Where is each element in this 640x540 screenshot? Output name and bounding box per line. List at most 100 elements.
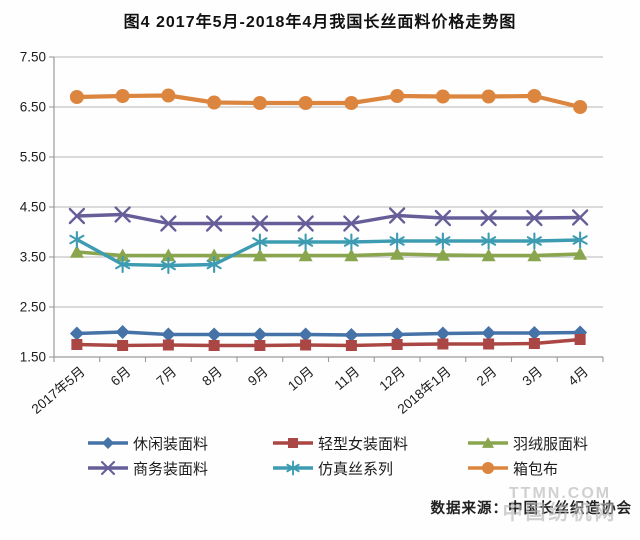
series-line: [75, 212, 582, 226]
series-point-marker: [115, 255, 131, 274]
series-point-marker: [297, 215, 314, 232]
series-line: [75, 330, 582, 337]
series-line: [75, 250, 582, 258]
series-point-marker: [527, 248, 542, 262]
x-axis-label: 3月: [520, 364, 546, 389]
series-point-marker: [117, 340, 129, 351]
circle-marker-icon: [468, 462, 508, 474]
x-axis-label: 7月: [154, 364, 180, 389]
y-axis-label: 1.50: [20, 350, 46, 365]
series-point-marker: [345, 340, 357, 351]
series-point-marker: [526, 232, 542, 250]
y-axis-label: 2.50: [20, 300, 46, 315]
series-point-marker: [252, 327, 267, 342]
legend-label: 羽绒服面料: [513, 435, 589, 453]
series-point-marker: [527, 89, 542, 103]
series-point-marker: [483, 338, 495, 350]
legend-label: 轻型女装面料: [318, 435, 409, 453]
x-axis-label: 10月: [285, 364, 316, 394]
series-point-marker: [481, 232, 497, 250]
series-point-marker: [161, 88, 176, 103]
x-axis-label: 2月: [474, 364, 500, 389]
series-point-marker: [298, 233, 314, 251]
series-point-marker: [252, 248, 267, 262]
series-point-marker: [343, 233, 359, 251]
series-point-marker: [481, 248, 496, 262]
series-point-marker: [437, 338, 449, 350]
x-axis-label: 12月: [377, 364, 408, 394]
series-point-marker: [391, 339, 403, 350]
series-point-marker: [527, 326, 542, 340]
series-point-marker: [69, 90, 84, 104]
legend-item: 箱包布: [468, 458, 558, 478]
series-point-marker: [69, 230, 85, 249]
series-point-marker: [344, 248, 359, 262]
diamond-marker-icon: [88, 437, 128, 449]
x-axis-label: 9月: [245, 364, 271, 389]
triangle-marker-icon: [468, 437, 508, 448]
series-point-marker: [252, 96, 267, 110]
series-point-marker: [435, 248, 450, 261]
series-point-marker: [390, 327, 405, 342]
legend-marker: [482, 462, 494, 474]
legend-label: 商务装面料: [133, 460, 209, 478]
series-point-marker: [206, 255, 222, 274]
series-point-marker: [114, 206, 131, 223]
series-point-marker: [68, 207, 86, 225]
legend-label: 休闲装面料: [133, 435, 209, 453]
x-axis-label: 6月: [108, 364, 134, 389]
x-axis-label: 8月: [199, 364, 225, 389]
series-point-marker: [115, 325, 130, 339]
legend-item: 羽绒服面料: [468, 433, 588, 453]
series-point-marker: [389, 232, 405, 250]
series-point-marker: [251, 215, 269, 232]
series-point-marker: [481, 89, 496, 104]
y-axis-label: 5.50: [20, 150, 46, 165]
x-axis-label: 11月: [332, 364, 363, 393]
y-axis-label: 6.50: [20, 100, 46, 115]
series-point-marker: [480, 209, 497, 227]
series-point-marker: [390, 89, 405, 103]
series-point-marker: [344, 328, 359, 342]
series-point-marker: [160, 256, 176, 275]
series-point-marker: [69, 245, 84, 258]
series-point-marker: [481, 326, 496, 340]
series-point-marker: [388, 207, 406, 224]
y-axis-label: 4.50: [20, 200, 46, 215]
legend-label: 箱包布: [513, 460, 559, 478]
series-point-marker: [300, 339, 312, 351]
data-source-label: 数据来源：中国长丝织造协会: [430, 501, 632, 517]
series-point-marker: [254, 340, 266, 351]
series-point-marker: [161, 248, 176, 262]
series-point-marker: [298, 248, 313, 262]
series-point-marker: [161, 327, 176, 342]
series-point-marker: [115, 248, 130, 262]
legend-marker: [288, 438, 298, 448]
series-point-marker: [526, 209, 543, 227]
square-marker-icon: [273, 438, 313, 448]
series-line: [75, 337, 582, 348]
legend-marker: [482, 437, 494, 448]
legend-item: 轻型女装面料: [273, 433, 408, 453]
series-point-marker: [434, 209, 452, 227]
chart-title: 图4 2017年5月-2018年4月我国长丝面料价格走势图: [123, 14, 517, 31]
series-point-marker: [343, 215, 360, 232]
series-point-marker: [390, 247, 405, 260]
legend-item: 休闲装面料: [88, 433, 208, 453]
series-point-marker: [528, 338, 540, 349]
x-axis-label: 2017年5月: [29, 364, 88, 417]
x-marker-icon: [88, 460, 128, 476]
series-point-marker: [298, 327, 313, 342]
series-point-marker: [435, 232, 451, 250]
series-point-marker: [298, 96, 313, 110]
series-point-marker: [115, 89, 130, 103]
star-marker-icon: [273, 460, 313, 476]
series-point-marker: [344, 96, 359, 110]
series-point-marker: [207, 327, 222, 342]
x-axis-label: 4月: [565, 364, 591, 389]
y-axis-label: 3.50: [20, 250, 46, 265]
series-point-marker: [573, 247, 588, 260]
legend-marker: [102, 437, 114, 449]
